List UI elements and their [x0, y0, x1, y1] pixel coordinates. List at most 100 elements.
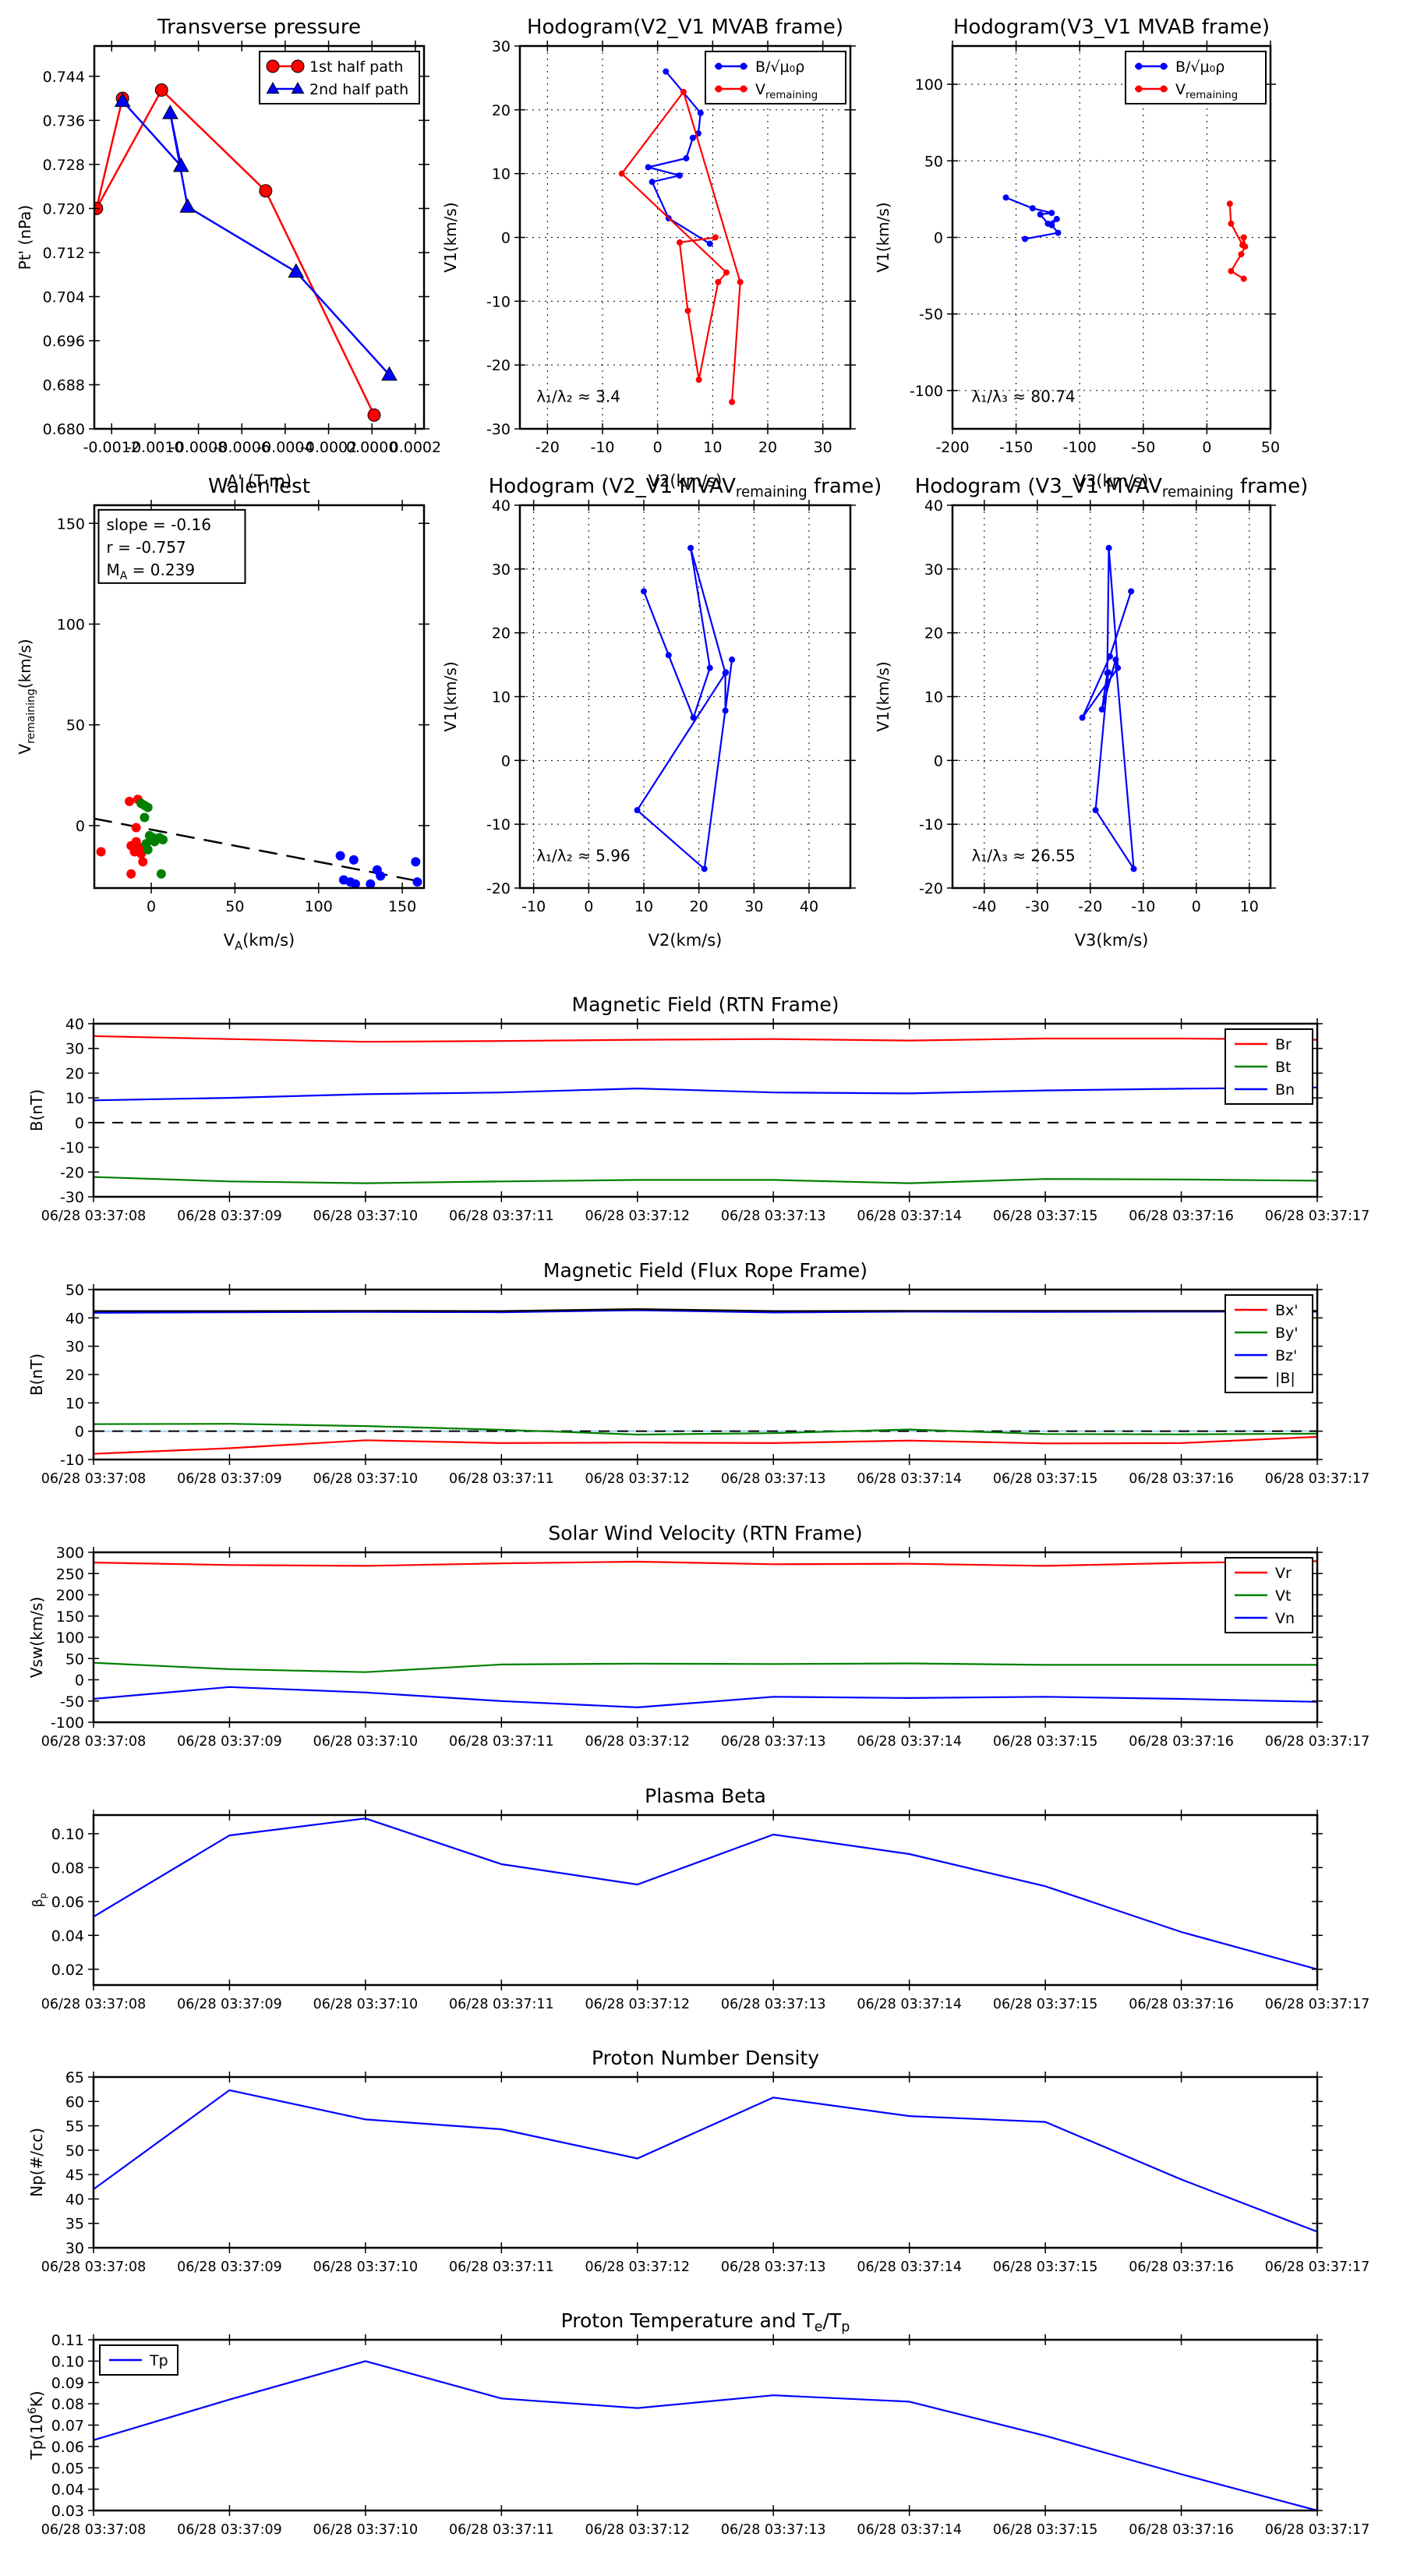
y-tick-label: 30: [924, 561, 943, 579]
y-tick-label: 300: [56, 1545, 84, 1562]
y-tick-label: -50: [919, 306, 943, 324]
chart-transverse-pressure: -0.0012-0.0010-0.0008-0.0006-0.0004-0.00…: [16, 16, 441, 490]
x-tick-label: 06/28 03:37:10: [313, 2522, 419, 2538]
y-tick-label: 50: [65, 1651, 84, 1668]
x-tick-label: 06/28 03:37:15: [993, 2259, 1098, 2275]
y-tick-label: -10: [486, 816, 511, 833]
chart-hodogram-v3v1-mvab: -200 -150 -100 -50 0 50 -100 -50 0 50 100 Hodogram(…: [874, 16, 1280, 490]
chart-title: Proton Number Density: [592, 2047, 819, 2069]
y-tick-label: 55: [65, 2118, 84, 2135]
legend: B/√μ₀ρ Vremaining: [1125, 51, 1267, 104]
x-tick-label: 10: [1240, 898, 1259, 915]
y-tick-label: 0.08: [51, 2396, 84, 2413]
x-tick-label: 06/28 03:37:11: [449, 1208, 554, 1224]
series-V-hodogram: [634, 544, 736, 872]
y-tick-label: -30: [60, 1189, 84, 1206]
y-axis-label: βp: [30, 1893, 48, 1907]
x-tick-label: 06/28 03:37:14: [857, 1471, 962, 1487]
y-tick-label: 10: [492, 166, 511, 183]
axes-box: [93, 44, 426, 430]
x-tick-label: 06/28 03:37:09: [177, 2522, 282, 2538]
annotation-text: λ₁/λ₂ ≈ 3.4: [536, 387, 620, 406]
legend-label: Br: [1275, 1036, 1292, 1053]
x-tick-label: 06/28 03:37:17: [1265, 2522, 1370, 2538]
chart-plasma-beta: 06/28 03:37:08 06/28 03:37:09 06/28 03:37:…: [30, 1785, 1369, 2012]
x-tick-label: 06/28 03:37:17: [1265, 1734, 1370, 1750]
y-tick-label: 0.04: [51, 1927, 84, 1944]
series-Vr: [93, 1560, 1318, 1567]
series-Bn: [93, 1086, 1318, 1102]
x-tick-label: -20: [1078, 898, 1102, 915]
y-tick-label: 0.06: [51, 1894, 84, 1911]
x-tick-label: 06/28 03:37:10: [313, 1471, 419, 1487]
y-tick-label: 40: [492, 497, 511, 515]
x-axis-label: A' (T·m): [227, 472, 292, 490]
x-axis-label: V3(km/s): [1075, 472, 1149, 490]
series-V_{remaining}: [618, 88, 744, 405]
legend-label: By': [1275, 1325, 1299, 1342]
y-tick-label: 30: [65, 2240, 84, 2257]
x-tick-label: -0.0002: [300, 439, 357, 456]
y-tick-label: 0.07: [51, 2418, 84, 2435]
y-tick-label: 20: [492, 102, 511, 119]
y-axis-label: V1(km/s): [441, 661, 460, 731]
y-tick-label: 65: [65, 2069, 84, 2086]
y-tick-label: -20: [919, 880, 943, 897]
y-tick-label: -10: [60, 1452, 84, 1469]
y-tick-label: 0.736: [43, 112, 85, 129]
x-tick-label: -100: [1063, 439, 1097, 456]
y-tick-label: 0.712: [43, 245, 85, 262]
x-tick-label: 06/28 03:37:12: [585, 2522, 690, 2538]
series-B/√μ₀ρ: [1002, 194, 1062, 242]
y-tick-label: 0.688: [43, 377, 85, 394]
x-tick-label: 06/28 03:37:11: [449, 2259, 554, 2275]
x-tick-label: 06/28 03:37:08: [41, 2522, 147, 2538]
x-axis-label: VA(km/s): [224, 931, 295, 953]
x-tick-label: 0.0002: [390, 439, 441, 456]
y-tick-label: -20: [486, 357, 511, 374]
x-tick-label: 06/28 03:37:11: [449, 1734, 554, 1750]
series-Vt: [93, 1661, 1318, 1673]
y-tick-label: 10: [65, 1395, 84, 1412]
x-tick-label: 06/28 03:37:09: [177, 1734, 282, 1750]
x-axis-label: V2(km/s): [648, 472, 723, 490]
y-tick-label: -20: [60, 1164, 84, 1181]
ticks: -0.0012-0.0010-0.0008-0.0006-0.0004-0.00…: [43, 41, 441, 456]
x-axis-label: V2(km/s): [648, 931, 723, 950]
chart-title: Plasma Beta: [645, 1785, 766, 1807]
y-tick-label: 100: [57, 616, 85, 633]
x-tick-label: 06/28 03:37:12: [585, 2259, 690, 2275]
y-tick-label: 0: [76, 818, 85, 835]
legend-label: Tp: [149, 2352, 168, 2369]
x-tick-label: 20: [690, 898, 709, 915]
legend: B/√μ₀ρ Vremaining: [705, 51, 846, 104]
x-tick-label: 06/28 03:37:17: [1265, 1208, 1370, 1224]
series-beta-p: [93, 1817, 1318, 1970]
x-tick-label: -200: [935, 439, 969, 456]
y-tick-label: 20: [924, 625, 943, 642]
series-Bz': [93, 1309, 1318, 1314]
y-tick-label: 0: [934, 752, 943, 770]
chart-title: WalenTest: [208, 475, 310, 498]
y-tick-label: 10: [65, 1090, 84, 1107]
x-tick-label: 06/28 03:37:09: [177, 1471, 282, 1487]
axes-box: [92, 1813, 1319, 1987]
legend-label: Vt: [1275, 1587, 1291, 1605]
y-tick-label: 45: [65, 2167, 84, 2184]
x-tick-label: -40: [972, 898, 996, 915]
ticks: 06/28 03:37:08 06/28 03:37:09 06/28 03:37:…: [41, 1810, 1369, 2012]
legend: Vr Vt Vn: [1225, 1557, 1313, 1633]
x-tick-label: 06/28 03:37:13: [721, 1471, 826, 1487]
x-tick-label: 06/28 03:37:14: [857, 2259, 962, 2275]
annotation-line: r = -0.757: [106, 538, 186, 557]
y-tick-label: 50: [65, 1282, 84, 1299]
grid: [952, 504, 1270, 889]
x-tick-label: 06/28 03:37:15: [993, 1997, 1098, 2012]
x-tick-label: 06/28 03:37:12: [585, 1471, 690, 1487]
x-tick-label: 06/28 03:37:14: [857, 1208, 962, 1224]
y-tick-label: 50: [65, 2143, 84, 2160]
y-tick-label: 0.02: [51, 1962, 84, 1979]
y-tick-label: 0.10: [51, 1826, 84, 1843]
chart-title: Magnetic Field (Flux Rope Frame): [543, 1259, 868, 1282]
